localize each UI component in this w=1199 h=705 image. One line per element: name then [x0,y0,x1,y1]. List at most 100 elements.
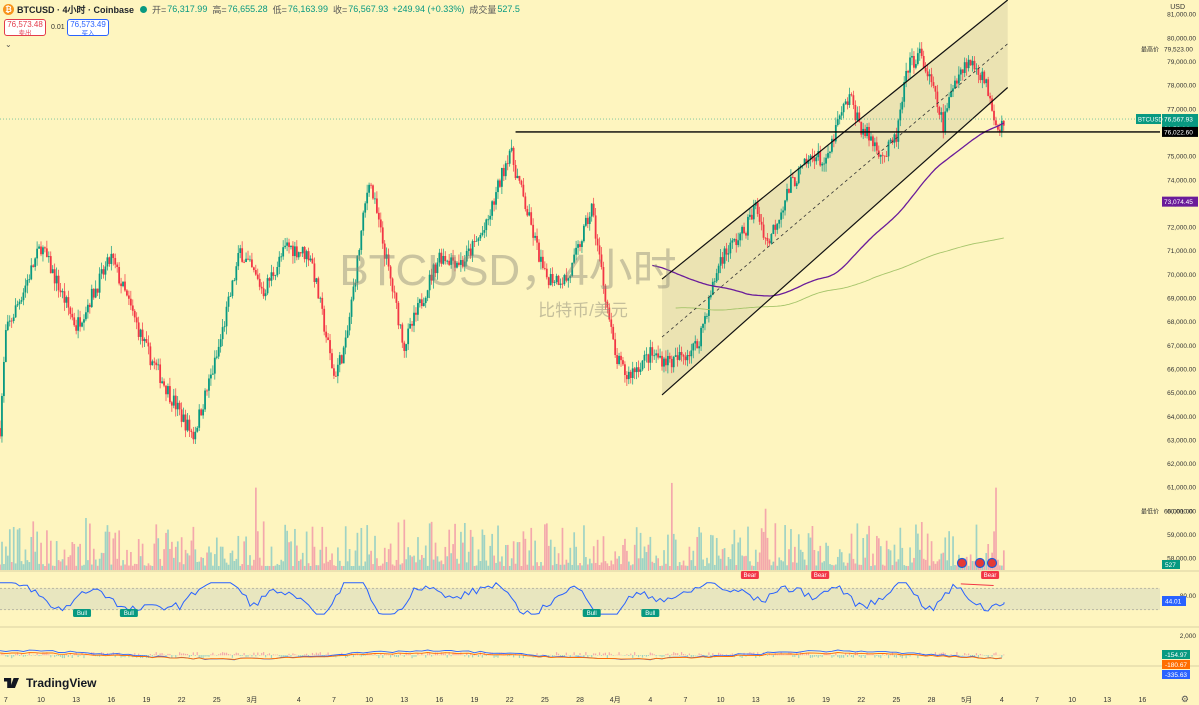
volume-bar [967,565,970,570]
volume-bar [40,542,42,570]
volume-bar [159,558,162,570]
candle-body [795,183,798,187]
candle-body [688,355,691,357]
volume-bar [321,526,324,570]
volume-bar [766,537,769,570]
symbol-title[interactable]: BTCUSD · 4小时 · Coinbase [17,4,135,15]
candle-body [807,159,810,164]
candle-body [850,94,853,96]
candle-body [485,219,488,231]
volume-bar [465,562,468,570]
volume-bar [885,540,888,570]
rsi-value-bg [1162,596,1186,606]
volume-bar [926,533,929,570]
volume-bar [196,561,199,570]
candle-body [518,175,521,181]
event-flag-icon [956,557,968,569]
volume-bar [184,549,187,570]
volume-bar [768,559,771,570]
candle-body [379,219,382,228]
x-tick-label: 22 [506,697,514,704]
macd-histogram-bar [388,654,390,656]
high-tag: 最高价 [1141,46,1159,54]
candle-body [110,253,113,264]
macd-histogram-bar [442,653,444,656]
candle-body [750,214,753,220]
candle-body [989,95,992,99]
candle-body [202,409,204,416]
macd-histogram-bar [278,655,280,657]
volume-bar [135,564,138,570]
chevron-down-icon[interactable]: ⌄ [5,40,12,49]
candle-body [342,347,345,364]
volume-bar [670,482,673,570]
macd-histogram-bar [741,655,743,658]
volume-bar [1001,565,1003,570]
candle-body [659,355,661,358]
volume-bar [55,541,58,570]
macd-histogram-bar [522,655,524,659]
macd-histogram-bar [161,653,163,656]
volume-bar [194,549,197,570]
candle-body [381,227,384,244]
volume-bar [176,541,179,570]
volume-bar [473,565,476,570]
volume-bar [364,561,367,570]
volume-bar [571,564,574,570]
level-price-tag: 76,022.60 [1164,129,1193,136]
sell-button[interactable]: 76,573.48 卖出 [4,19,46,37]
macd-histogram-bar [399,653,401,656]
macd-histogram-bar [7,655,9,657]
volume-bar [700,532,702,570]
volume-bar [608,565,611,570]
volume-bar [288,542,290,570]
macd-histogram-bar [274,654,276,656]
gear-icon[interactable]: ⚙ [1180,694,1189,704]
volume-bar [317,565,320,570]
candle-body [208,378,210,391]
macd-histogram-bar [636,655,638,656]
candle-body [57,275,60,291]
volume-bar [631,564,634,570]
macd-histogram-bar [807,652,810,656]
candle-body [442,255,445,264]
buy-button[interactable]: 76,573.49 买入 [67,19,109,37]
macd-histogram-bar [885,654,888,656]
candle-body [315,278,318,283]
candle-body [260,286,263,289]
x-tick-label: 13 [1103,697,1111,704]
volume-bar [268,565,271,570]
volume-bar [428,523,431,570]
market-status-dot [140,5,148,13]
volume-bar [747,526,749,570]
macd-histogram-bar [364,655,366,656]
candle-body [545,268,548,278]
macd-histogram-bar [268,653,271,656]
macd-histogram-bar [292,653,294,656]
volume-bar [208,546,210,570]
candle-body [766,238,769,241]
volume-bar [936,561,939,570]
macd-histogram-bar [116,652,118,656]
volume-bar [71,542,74,570]
macd-histogram-bar [796,652,798,656]
candle-body [768,240,771,244]
macd-histogram-bar [32,654,34,656]
volume-bar [5,546,7,570]
macd-histogram-bar [639,655,642,656]
tradingview-logo[interactable]: TradingView [4,676,96,690]
candle-body [73,317,76,326]
macd-histogram-bar [380,653,382,656]
volume-bar [395,559,398,570]
macd-histogram-bar [991,655,993,657]
candle-body [227,296,230,307]
volume-bar [688,546,691,570]
macd-histogram-bar [448,652,450,656]
currency-label[interactable]: USD [1170,4,1185,11]
macd-histogram-bar [555,652,558,656]
volume-bar [51,565,54,570]
y-tick-label: 62,000.00 [1167,461,1196,468]
volume-bar [522,531,525,570]
volume-bar [294,528,296,570]
